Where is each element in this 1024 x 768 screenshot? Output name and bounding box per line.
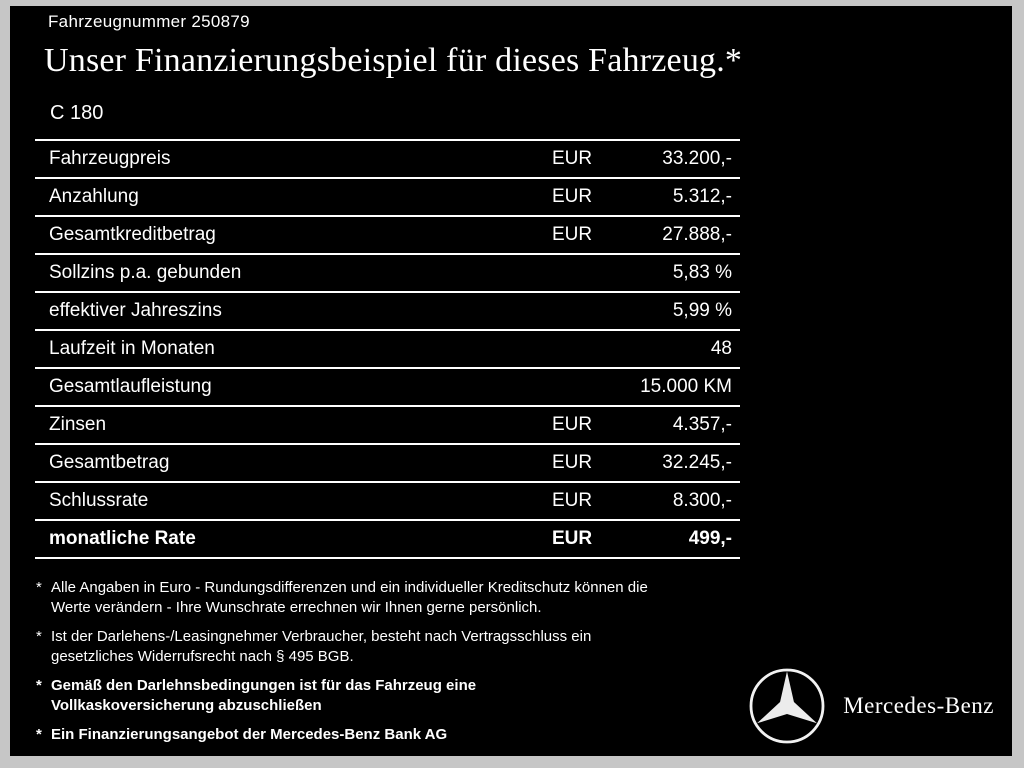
footnotes: * Alle Angaben in Euro - Rundungsdiffere…	[36, 578, 751, 754]
footnote: * Gemäß den Darlehnsbedingungen ist für …	[36, 676, 751, 716]
row-currency: EUR	[552, 186, 593, 207]
table-row-monthly-rate: monatliche Rate EUR 499,-	[35, 519, 740, 557]
footnote-marker: *	[36, 677, 42, 694]
table-row: Schlussrate EUR 8.300,-	[35, 481, 740, 519]
row-label: Gesamtbetrag	[49, 452, 170, 473]
row-currency: EUR	[552, 490, 593, 511]
footnote: * Ist der Darlehens-/Leasingnehmer Verbr…	[36, 627, 751, 667]
row-label: effektiver Jahreszins	[49, 300, 222, 321]
table-row: Laufzeit in Monaten 48	[35, 329, 740, 367]
row-label: Gesamtlaufleistung	[49, 376, 212, 397]
footnote-text: Gemäß den Darlehnsbedingungen ist für da…	[51, 677, 477, 714]
row-value: 5,99 %	[672, 300, 732, 321]
row-label: Zinsen	[49, 414, 107, 435]
financing-table: Fahrzeugpreis EUR 33.200,- Anzahlung EUR…	[35, 139, 740, 559]
row-currency: EUR	[552, 528, 593, 549]
row-value: 27.888,-	[662, 224, 732, 245]
table-row: Fahrzeugpreis EUR 33.200,-	[35, 139, 740, 177]
footnote-text: Ist der Darlehens-/Leasingnehmer Verbrau…	[51, 628, 592, 665]
row-label: Anzahlung	[49, 186, 139, 207]
row-label: Fahrzeugpreis	[49, 148, 171, 169]
row-value: 5,83 %	[672, 262, 732, 283]
row-currency: EUR	[552, 148, 593, 169]
row-value: 32.245,-	[662, 452, 732, 473]
brand-wordmark: Mercedes-Benz	[843, 693, 994, 718]
footnote: * Ein Finanzierungsangebot der Mercedes-…	[36, 725, 751, 745]
brand-block: Mercedes-Benz	[747, 666, 994, 746]
footnote-text: Ein Finanzierungsangebot der Mercedes-Be…	[51, 726, 448, 743]
footnote: * Alle Angaben in Euro - Rundungsdiffere…	[36, 578, 751, 618]
table-row: Zinsen EUR 4.357,-	[35, 405, 740, 443]
row-value: 8.300,-	[672, 490, 732, 511]
row-value: 5.312,-	[672, 186, 732, 207]
row-value: 15.000 KM	[640, 376, 732, 397]
row-value: 48	[710, 338, 732, 359]
row-label: Gesamtkreditbetrag	[49, 224, 216, 245]
row-label: Schlussrate	[49, 490, 149, 511]
row-label: Laufzeit in Monaten	[49, 338, 215, 359]
table-row: effektiver Jahreszins 5,99 %	[35, 291, 740, 329]
row-value: 4.357,-	[672, 414, 732, 435]
row-currency: EUR	[552, 452, 593, 473]
vehicle-number: Fahrzeugnummer 250879	[48, 12, 250, 31]
mercedes-star-icon	[747, 666, 827, 746]
row-value: 499,-	[688, 528, 732, 549]
footnote-text: Alle Angaben in Euro - Rundungsdifferenz…	[51, 579, 648, 616]
model-name: C 180	[50, 102, 104, 124]
row-value: 33.200,-	[662, 148, 732, 169]
table-row: Gesamtlaufleistung 15.000 KM	[35, 367, 740, 405]
footnote-marker: *	[36, 579, 42, 596]
row-currency: EUR	[552, 414, 593, 435]
page-title: Unser Finanzierungsbeispiel für dieses F…	[44, 42, 743, 79]
table-row: Gesamtkreditbetrag EUR 27.888,-	[35, 215, 740, 253]
row-label: Sollzins p.a. gebunden	[49, 262, 242, 283]
table-row: Anzahlung EUR 5.312,-	[35, 177, 740, 215]
footnote-marker: *	[36, 628, 42, 645]
footnote-marker: *	[36, 726, 42, 743]
row-currency: EUR	[552, 224, 593, 245]
row-label: monatliche Rate	[49, 528, 196, 549]
table-row: Gesamtbetrag EUR 32.245,-	[35, 443, 740, 481]
table-row: Sollzins p.a. gebunden 5,83 %	[35, 253, 740, 291]
